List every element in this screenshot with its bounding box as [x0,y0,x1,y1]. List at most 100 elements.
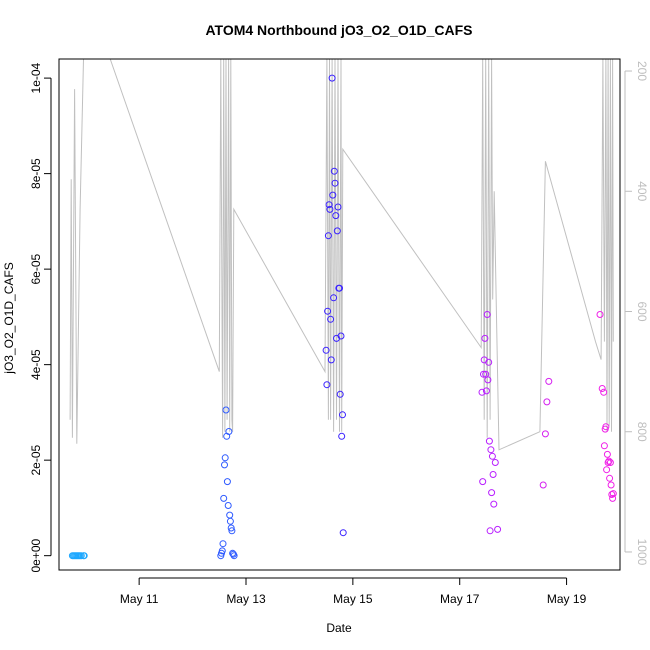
data-point [223,478,231,486]
series-1 [68,552,88,560]
data-point [485,358,493,366]
data-point [227,524,235,532]
data-point [323,381,331,389]
data-point [488,489,496,497]
data-point [331,179,339,187]
data-point [489,471,497,478]
data-point [603,450,611,458]
y2-tick-label: 400 [635,181,649,201]
data-point [221,461,228,469]
data-point [328,74,336,82]
y2-tick-label: 200 [635,61,649,81]
data-point [483,311,491,318]
data-point [600,388,608,396]
data-point [230,552,238,560]
data-point [479,478,487,486]
series-5 [539,377,553,489]
data-point [324,232,332,240]
data-point [600,442,608,450]
data-point [334,203,342,211]
data-point [598,385,606,392]
data-point [480,370,487,378]
y-axis-left: 0e+00 2e-05 4e-05 6e-05 8e-05 1e-04 [29,62,52,573]
data-point [336,390,344,398]
data-point [488,452,496,460]
data-point [330,167,338,175]
data-point [609,490,617,498]
y-tick-label: 2e-05 [29,444,43,475]
data-point [481,334,489,342]
data-point [541,430,549,438]
x-tick-label: May 13 [226,592,266,606]
data-point [327,356,335,364]
data-point [322,346,330,354]
data-point [326,205,334,213]
data-point [539,481,547,489]
data-point [339,411,346,419]
data-point [543,398,551,406]
data-point [77,552,85,560]
x-axis: May 11 May 13 May 15 May 17 May 19 [120,577,587,606]
data-point [606,474,614,482]
data-point [225,428,233,435]
data-point [482,387,490,395]
x-tick-label: May 15 [333,592,373,606]
series-6 [596,311,617,502]
data-point [491,459,499,466]
data-point [222,406,230,414]
data-point [338,432,346,440]
y-tick-label: 0e+00 [29,538,43,572]
data-point [333,227,341,235]
data-point [487,446,495,454]
x-tick-label: May 11 [120,592,159,606]
data-point [339,529,347,537]
data-point [602,423,610,431]
data-point [606,459,614,466]
data-point [324,307,332,315]
data-point [220,494,228,502]
data-point [608,491,616,498]
data-point [330,294,338,302]
chart-title: ATOM4 Northbound jO3_O2_O1D_CAFS [205,22,472,38]
data-point [486,527,494,535]
series-4 [478,311,502,535]
y-tick-label: 4e-05 [29,349,43,380]
data-point [607,481,615,489]
x-axis-label: Date [326,621,352,635]
data-point [605,457,613,465]
data-point [226,517,234,525]
data-point [485,437,493,445]
data-point [325,201,333,209]
x-tick-label: May 19 [547,592,587,606]
data-point [219,540,227,548]
data-point [332,212,340,220]
data-point [224,502,232,509]
y-axis-label: jO3_O2_O1D_CAFS [2,262,16,374]
y2-tick-label: 800 [635,422,649,442]
data-point [603,466,611,474]
data-point [329,191,337,199]
data-point [478,388,486,396]
series-2 [217,406,238,560]
y2-tick-label: 600 [635,301,649,321]
y2-tick-label: 1000 [635,539,649,566]
data-point [228,527,236,535]
x-tick-label: May 17 [440,592,480,606]
data-point [221,454,229,462]
data-point [609,494,617,502]
data-points-layer [68,74,617,560]
series-3 [322,74,347,537]
data-point [490,500,498,508]
data-point [545,377,553,385]
data-point [80,552,88,560]
y-tick-label: 1e-04 [29,62,43,93]
y-axis-right: 200 400 600 800 1000 [624,61,649,566]
y-tick-label: 8e-05 [29,158,43,189]
y-tick-label: 6e-05 [29,253,43,284]
plot-frame [58,58,621,571]
data-point [327,315,335,323]
data-point [596,311,604,318]
data-point [336,284,343,292]
data-point [484,376,492,384]
